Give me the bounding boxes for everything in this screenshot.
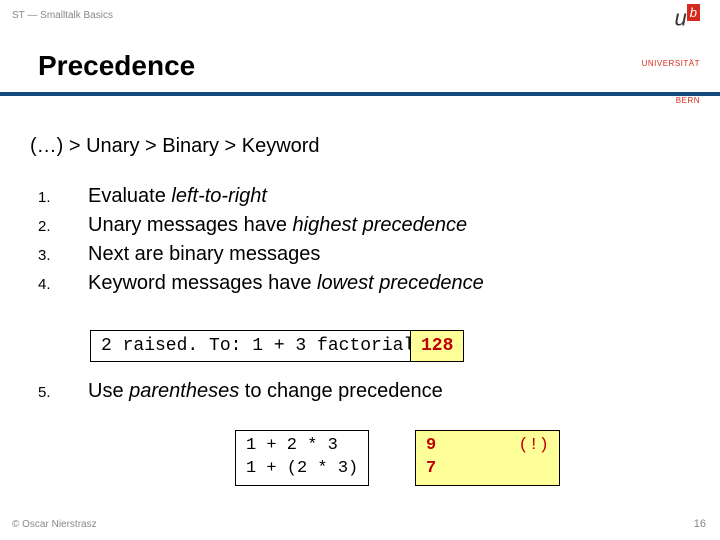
list-item-5: 5. Use parentheses to change precedence: [38, 380, 443, 403]
list-number: 2.: [38, 218, 88, 235]
code-line: 1 + (2 * 3): [246, 458, 358, 481]
list-number: 5.: [38, 384, 88, 401]
course-header: ST — Smalltalk Basics: [12, 10, 113, 21]
list-text: Keyword messages have lowest precedence: [88, 272, 484, 295]
warning-marker: (!): [518, 435, 549, 458]
slide-title: Precedence: [38, 50, 195, 82]
list-text: Next are binary messages: [88, 243, 320, 266]
page-number: 16: [694, 518, 706, 530]
university-logo: ub UNIVERSITÄT BERN: [590, 5, 700, 90]
logo-bern: BERN: [590, 96, 700, 105]
list-text: Evaluate left-to-right: [88, 185, 267, 208]
precedence-summary: (…) > Unary > Binary > Keyword: [30, 135, 320, 158]
code-line: 1 + 2 * 3: [246, 435, 358, 458]
list-text: Use parentheses to change precedence: [88, 380, 443, 403]
result-2: 9(!) 7: [415, 430, 560, 486]
list-text: Unary messages have highest precedence: [88, 214, 467, 237]
copyright: © Oscar Nierstrasz: [12, 519, 97, 530]
list-number: 3.: [38, 247, 88, 264]
result-line: 9(!): [426, 435, 549, 458]
logo-u-letter: ub: [590, 5, 700, 31]
list-item: 3. Next are binary messages: [38, 243, 638, 266]
logo-b-letter: b: [687, 4, 700, 21]
list-item: 2. Unary messages have highest precedenc…: [38, 214, 638, 237]
list-item: 4. Keyword messages have lowest preceden…: [38, 272, 638, 295]
title-underline: [0, 92, 720, 96]
ordered-list: 1. Evaluate left-to-right 2. Unary messa…: [38, 185, 638, 301]
code-example-1: 2 raised. To: 1 + 3 factorial: [90, 330, 425, 362]
result-line: 7: [426, 458, 549, 481]
list-number: 1.: [38, 189, 88, 206]
result-1: 128: [410, 330, 464, 362]
code-example-2: 1 + 2 * 3 1 + (2 * 3): [235, 430, 369, 486]
list-item: 1. Evaluate left-to-right: [38, 185, 638, 208]
logo-university: UNIVERSITÄT: [590, 59, 700, 68]
list-number: 4.: [38, 276, 88, 293]
